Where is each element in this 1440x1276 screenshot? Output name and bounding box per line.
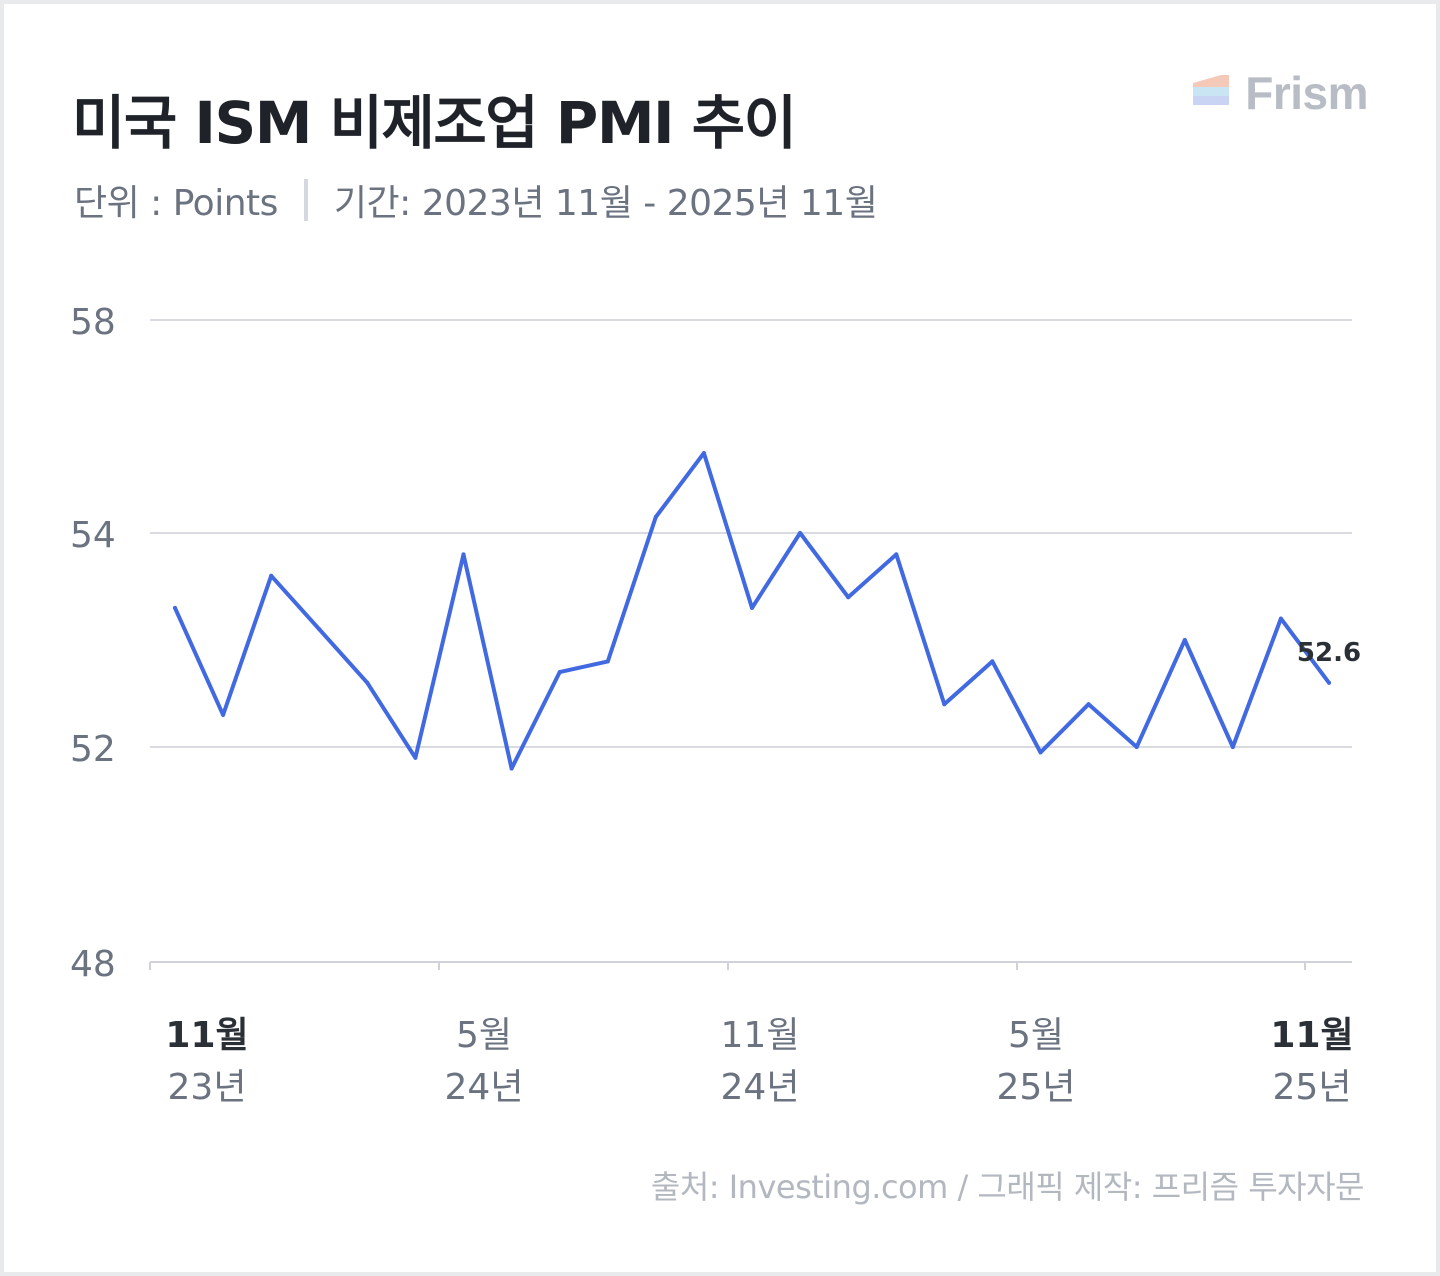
source-note: 출처: Investing.com / 그래픽 제작: 프리즘 투자자문: [650, 1168, 1365, 1206]
data-point: [1230, 745, 1235, 749]
data-point: [798, 531, 803, 535]
data-point: [846, 595, 851, 600]
chart-subtitle: 단위 : Points 기간: 2023년 11월 - 2025년 11월: [74, 174, 878, 226]
y-tick-label: 52: [70, 729, 116, 770]
x-tick-label-month: 5월: [456, 1015, 512, 1056]
brand-logo: Frism: [1191, 66, 1368, 120]
data-point: [365, 680, 370, 685]
data-point: [1038, 750, 1043, 755]
data-point: [1086, 702, 1091, 707]
x-tick-label-year: 24년: [721, 1067, 800, 1108]
data-point: [1327, 680, 1331, 685]
y-tick-label: 58: [70, 302, 116, 343]
data-point: [605, 659, 610, 664]
data-point: [413, 755, 418, 760]
data-point: [1278, 616, 1283, 621]
data-point: [990, 659, 995, 664]
y-tick-label: 54: [70, 515, 116, 556]
x-tick-label-year: 25년: [1273, 1067, 1352, 1108]
series-layer: 52.6: [173, 451, 1361, 771]
data-point: [317, 627, 322, 632]
x-tick-label-year: 23년: [168, 1067, 247, 1108]
data-point: [221, 712, 226, 717]
data-point: [557, 670, 562, 675]
x-tick-label-month: 5월: [1008, 1015, 1064, 1056]
y-tick-label: 48: [70, 944, 116, 985]
data-point: [653, 515, 658, 519]
data-point: [894, 552, 899, 557]
y-axis-ticks: 58 54 52 48: [70, 302, 116, 985]
x-tick-label-year: 24년: [445, 1067, 524, 1108]
period-label: 기간: 2023년 11월 - 2025년 11월: [333, 183, 878, 224]
grid-lines: [150, 319, 1352, 963]
x-axis-ticks: 11월 23년 5월 24년 11월 24년 5월 25년 11월 25년: [149, 962, 1354, 1108]
data-point: [509, 766, 514, 771]
data-point: [701, 451, 706, 456]
data-point: [1134, 745, 1139, 749]
prism-icon: [1193, 75, 1230, 105]
data-point: [173, 605, 177, 610]
x-tick-label-year: 25년: [997, 1067, 1076, 1108]
data-point: [750, 605, 754, 610]
chart-card: 미국 ISM 비제조업 PMI 추이 단위 : Points 기간: 2023년…: [4, 4, 1436, 1272]
x-tick-label-month: 11월: [165, 1015, 248, 1056]
subtitle-divider: [303, 179, 308, 221]
data-point: [461, 552, 466, 557]
last-value-label: 52.6: [1297, 638, 1361, 668]
data-point: [269, 573, 274, 578]
data-point: [942, 702, 947, 707]
chart-title: 미국 ISM 비제조업 PMI 추이: [72, 89, 797, 157]
x-tick-label-month: 11월: [1270, 1015, 1353, 1056]
series-line: [173, 451, 1331, 771]
x-tick-label-month: 11월: [721, 1015, 800, 1056]
unit-label: 단위 : Points: [74, 183, 278, 224]
brand-name: Frism: [1245, 67, 1368, 119]
data-point: [1182, 638, 1187, 642]
